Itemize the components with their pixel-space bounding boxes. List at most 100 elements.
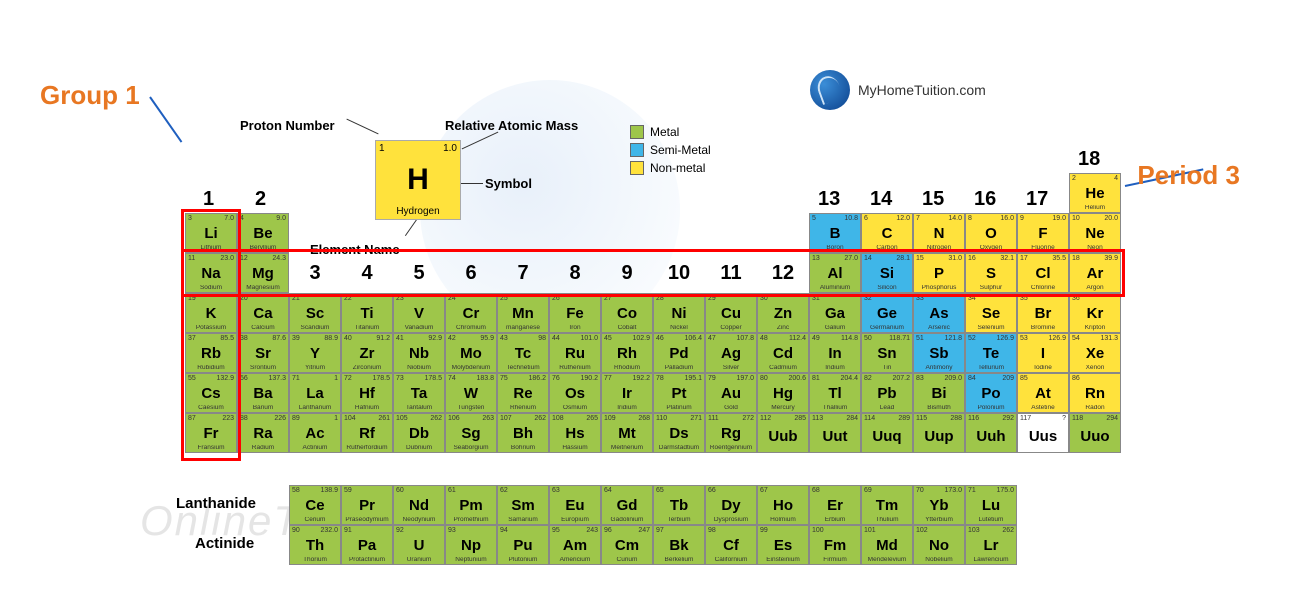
group-num-mid: 6 (445, 253, 497, 293)
atomic-mass: 292 (1002, 415, 1014, 422)
element-name: Firmium (812, 557, 858, 565)
element-symbol: Fm (812, 538, 858, 553)
atomic-number: 66 (708, 487, 716, 494)
element-name: Radon (1072, 405, 1118, 413)
element-symbol: Na (188, 266, 234, 281)
atomic-number: 76 (552, 375, 560, 382)
element-cell: 84209PoPolonium (965, 373, 1017, 413)
element-name: Nitrogen (916, 245, 962, 253)
atomic-number: 47 (708, 335, 716, 342)
element-name: Gadolinium (604, 517, 650, 525)
element-cell: 109268MtMeitnerium (601, 413, 653, 453)
atomic-mass: 195.1 (684, 375, 702, 382)
atomic-mass: 138.9 (320, 487, 338, 494)
element-name: Rutherfordium (344, 445, 390, 453)
atomic-number: 71 (292, 375, 300, 382)
element-cell: 62SmSamarium (497, 485, 549, 525)
element-symbol: Ni (656, 306, 702, 321)
element-name: Nickel (656, 325, 702, 333)
element-cell: 116292Uuh (965, 413, 1017, 453)
atomic-number: 16 (968, 255, 976, 262)
element-name (864, 451, 910, 452)
element-name: Titanium (344, 325, 390, 333)
atomic-number: 62 (500, 487, 508, 494)
element-symbol: Pd (656, 346, 702, 361)
element-name: Potassium (188, 325, 234, 333)
atomic-mass: 118.71 (889, 335, 910, 342)
atomic-mass: ? (1062, 415, 1066, 422)
element-name: Neodynium (396, 517, 442, 525)
element-cell: 48112.4CdCadmium (757, 333, 809, 373)
element-symbol: In (812, 346, 858, 361)
element-symbol: Bi (916, 386, 962, 401)
element-cell: 23VVanadium (393, 293, 445, 333)
element-symbol: Uut (812, 429, 858, 444)
element-symbol: Ds (656, 426, 702, 441)
element-symbol: Te (968, 346, 1014, 361)
element-symbol: Sb (916, 346, 962, 361)
element-name: Germanium (864, 325, 910, 333)
element-cell: 714.0NNitrogen (913, 213, 965, 253)
element-symbol: He (1072, 186, 1118, 201)
element-cell: 36KrKripton (1069, 293, 1121, 333)
atomic-number: 70 (916, 487, 924, 494)
element-symbol: Rf (344, 426, 390, 441)
element-symbol: K (188, 306, 234, 321)
element-symbol: Pu (500, 538, 546, 553)
atomic-number: 33 (916, 295, 924, 302)
element-symbol: Pt (656, 386, 702, 401)
element-symbol: C (864, 226, 910, 241)
atomic-number: 77 (604, 375, 612, 382)
atomic-number: 99 (760, 527, 768, 534)
element-symbol: Hs (552, 426, 598, 441)
element-cell: 97BkBerkelium (653, 525, 705, 565)
group-num-mid: 12 (757, 253, 809, 293)
element-name: Antimony (916, 365, 962, 373)
atomic-number: 7 (916, 215, 920, 222)
element-cell: 105262DbDubnium (393, 413, 445, 453)
atomic-mass: 271 (690, 415, 702, 422)
atomic-mass: 107.8 (736, 335, 754, 342)
element-name: Selenium (968, 325, 1014, 333)
element-name: Bromine (1020, 325, 1066, 333)
element-cell: 44101.0RuRuthenium (549, 333, 601, 373)
atomic-mass: 32.1 (1000, 255, 1014, 262)
atomic-mass: 268 (638, 415, 650, 422)
element-cell: 67HoHolmium (757, 485, 809, 525)
element-name: Palladium (656, 365, 702, 373)
atomic-mass: 14.0 (948, 215, 962, 222)
spacer (601, 213, 653, 253)
element-name: Rubidium (188, 365, 234, 373)
legend-proton: Proton Number (240, 118, 335, 133)
element-symbol: Xe (1072, 346, 1118, 361)
element-symbol: Co (604, 306, 650, 321)
element-symbol: Br (1020, 306, 1066, 321)
element-name: Plutonium (500, 557, 546, 565)
atomic-mass: 91.2 (376, 335, 390, 342)
element-cell: 82207.2PbLead (861, 373, 913, 413)
element-cell: 1428.1SiSilicon (861, 253, 913, 293)
atomic-number: 38 (240, 335, 248, 342)
atomic-number: 90 (292, 527, 300, 534)
atomic-number: 118 (1072, 415, 1083, 422)
legend-symbol: Symbol (485, 176, 532, 191)
element-cell: 816.0OOxygen (965, 213, 1017, 253)
element-cell: 81204.4TlThallium (809, 373, 861, 413)
legend-row: Metal (630, 125, 711, 139)
element-symbol: Sn (864, 346, 910, 361)
element-name: Chromium (448, 325, 494, 333)
atomic-number: 104 (344, 415, 356, 422)
element-name: Molybdenium (448, 365, 494, 373)
atomic-mass: 7.0 (224, 215, 234, 222)
element-name: Mercury (760, 405, 806, 413)
element-symbol: P (916, 266, 962, 281)
atomic-number: 22 (344, 295, 352, 302)
element-symbol: Mt (604, 426, 650, 441)
element-symbol: Sg (448, 426, 494, 441)
element-name: Astetine (1020, 405, 1066, 413)
element-name: Neon (1072, 245, 1118, 253)
element-symbol: At (1020, 386, 1066, 401)
atomic-mass: 175.0 (996, 487, 1014, 494)
atomic-number: 112 (760, 415, 771, 422)
element-cell: 110271DsDarmstadtium (653, 413, 705, 453)
